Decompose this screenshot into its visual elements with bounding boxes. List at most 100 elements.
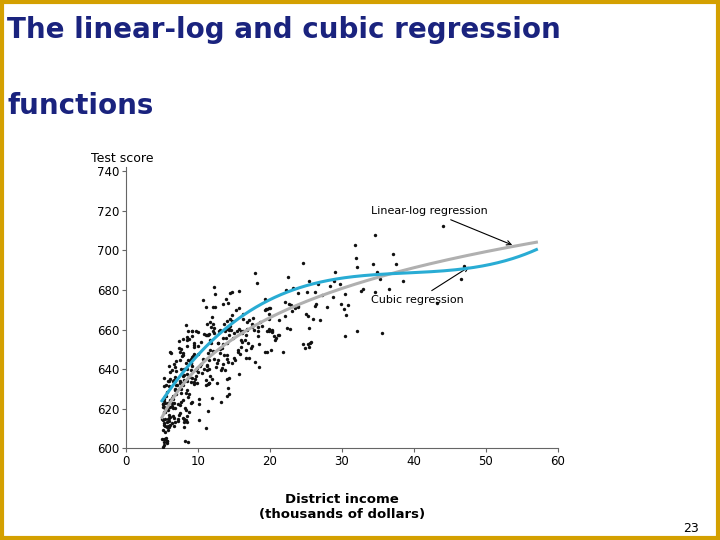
Point: [196, 338, 207, 346]
Point: [186, 361, 198, 370]
Point: [264, 304, 276, 313]
Point: [247, 313, 258, 322]
Point: [217, 340, 229, 349]
Point: [369, 288, 380, 296]
Point: [205, 323, 217, 332]
Point: [202, 331, 214, 340]
Point: [171, 381, 182, 389]
Point: [179, 370, 190, 379]
Point: [264, 325, 275, 334]
Point: [163, 403, 174, 411]
Point: [259, 306, 271, 314]
Point: [397, 277, 409, 286]
Point: [166, 394, 178, 402]
Point: [249, 268, 261, 277]
Point: [212, 338, 223, 347]
Point: [377, 329, 388, 338]
Point: [217, 300, 229, 308]
Point: [269, 332, 280, 340]
Point: [209, 290, 220, 299]
Point: [292, 288, 304, 297]
Point: [173, 415, 184, 424]
Point: [160, 381, 171, 389]
Point: [193, 416, 204, 424]
Point: [171, 381, 183, 390]
Point: [157, 415, 168, 423]
Point: [167, 411, 179, 420]
Point: [161, 439, 173, 448]
Point: [171, 386, 182, 394]
Point: [160, 405, 171, 414]
Point: [266, 328, 277, 336]
Point: [383, 285, 395, 293]
Point: [217, 334, 228, 342]
Point: [231, 327, 243, 335]
Point: [302, 312, 314, 321]
Point: [178, 350, 189, 359]
Point: [189, 375, 201, 384]
Point: [207, 303, 218, 312]
Point: [169, 384, 181, 393]
Point: [351, 253, 362, 262]
Point: [174, 379, 186, 387]
Point: [315, 315, 326, 324]
Point: [186, 326, 197, 335]
Point: [200, 330, 212, 339]
Point: [162, 422, 174, 430]
Point: [304, 276, 315, 285]
Point: [162, 426, 174, 434]
Point: [225, 315, 236, 323]
Point: [351, 327, 363, 335]
Point: [158, 441, 169, 450]
Point: [237, 315, 248, 323]
Point: [431, 299, 443, 308]
Point: [179, 415, 190, 423]
Point: [228, 329, 240, 338]
Point: [158, 447, 169, 455]
Point: [164, 348, 176, 356]
Point: [303, 323, 315, 332]
Text: Cubic regression: Cubic regression: [371, 267, 468, 305]
Point: [174, 401, 185, 410]
Point: [220, 334, 232, 342]
Point: [164, 368, 176, 376]
Point: [279, 312, 290, 320]
Point: [335, 300, 346, 308]
Point: [272, 330, 284, 339]
Text: Test score: Test score: [91, 152, 154, 165]
Point: [256, 322, 267, 330]
Point: [248, 326, 260, 334]
Point: [215, 345, 226, 353]
Point: [214, 326, 225, 334]
Point: [181, 369, 193, 378]
Point: [168, 377, 180, 386]
Point: [168, 377, 179, 386]
Point: [165, 349, 176, 357]
Point: [178, 418, 189, 427]
Point: [181, 364, 193, 373]
Point: [198, 330, 210, 339]
Point: [264, 315, 275, 323]
Point: [185, 359, 197, 367]
Point: [158, 435, 169, 443]
Point: [179, 436, 191, 445]
Point: [184, 408, 195, 416]
Point: [237, 327, 248, 335]
Point: [282, 272, 294, 281]
Point: [196, 369, 207, 377]
Point: [226, 359, 238, 367]
Point: [251, 279, 263, 288]
Point: [230, 306, 242, 314]
Point: [168, 422, 179, 431]
Point: [188, 341, 199, 349]
Point: [183, 390, 194, 399]
Point: [204, 365, 215, 374]
Point: [455, 274, 467, 283]
Point: [218, 350, 230, 359]
Point: [301, 288, 312, 296]
Point: [176, 352, 188, 360]
Point: [203, 379, 215, 388]
Point: [186, 332, 197, 341]
Point: [287, 284, 299, 292]
Point: [195, 360, 207, 369]
